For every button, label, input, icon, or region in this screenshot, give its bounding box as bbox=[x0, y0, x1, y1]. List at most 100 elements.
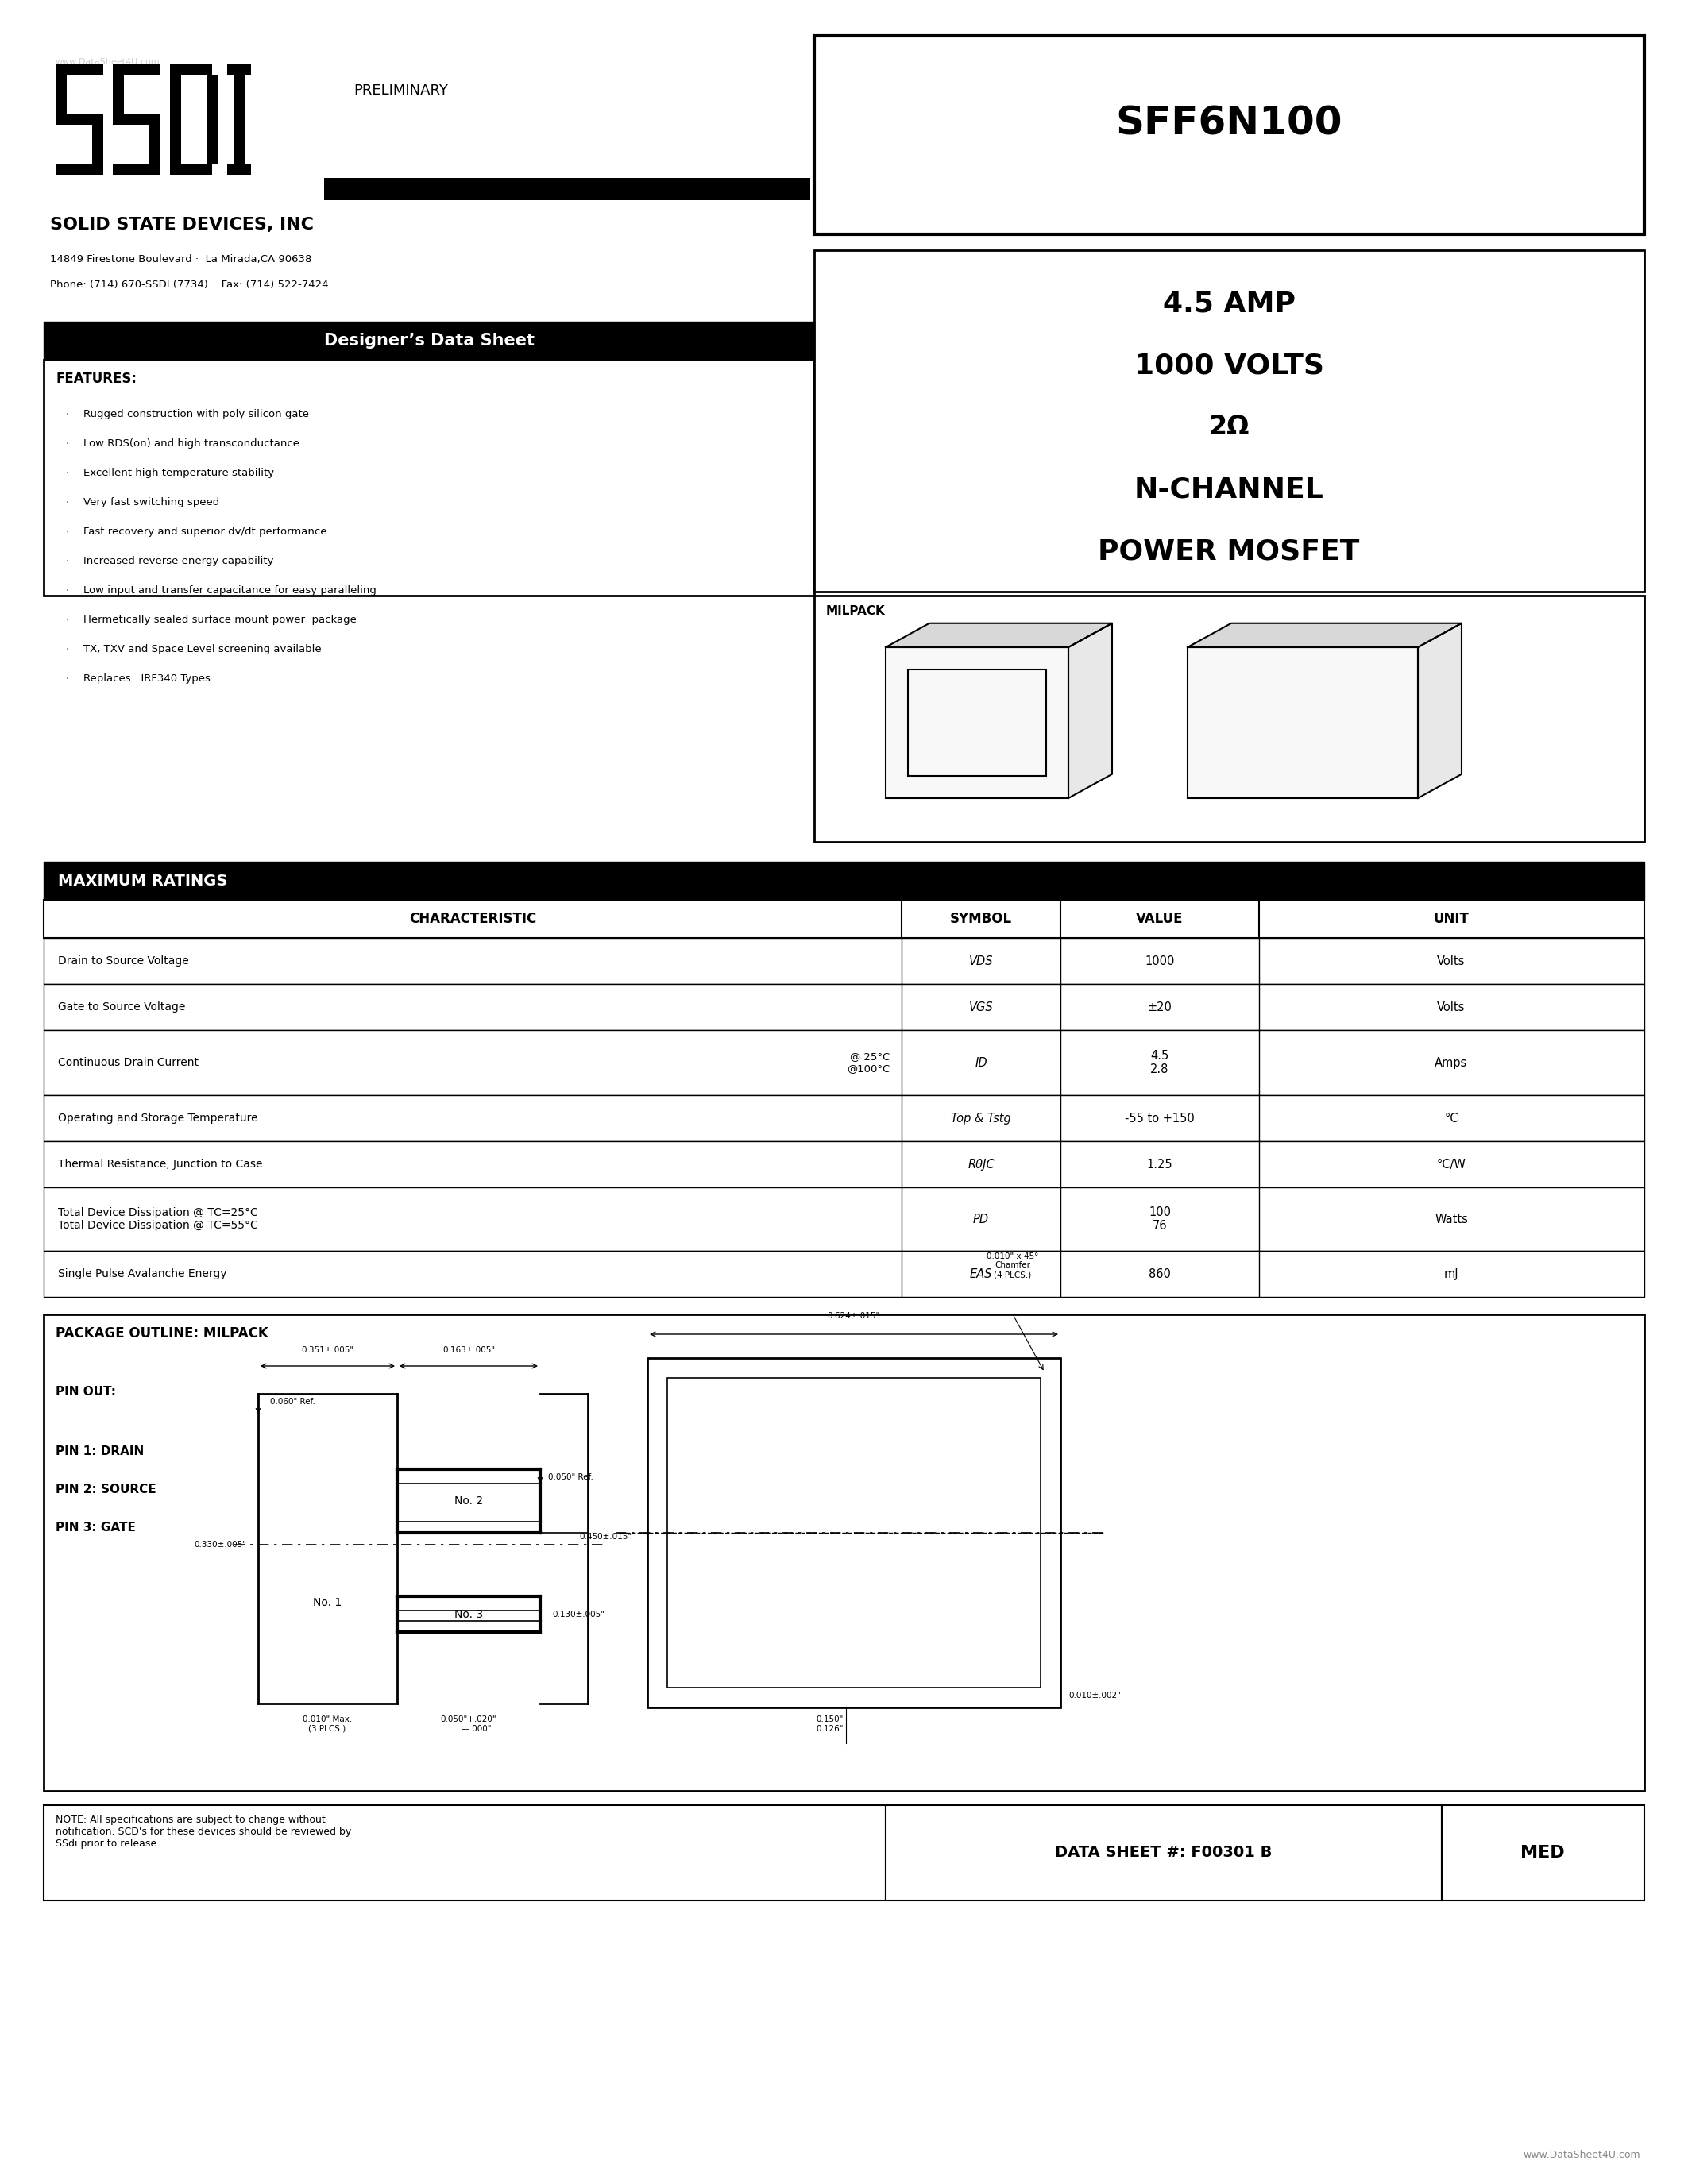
Bar bbox=[648, 1358, 1060, 1708]
Text: No. 1: No. 1 bbox=[312, 1597, 341, 1607]
Polygon shape bbox=[1069, 622, 1112, 797]
Text: SFF6N100: SFF6N100 bbox=[1116, 105, 1342, 142]
Text: ·: · bbox=[66, 614, 69, 627]
Bar bbox=[908, 670, 1047, 775]
Text: Very fast switching speed: Very fast switching speed bbox=[83, 498, 219, 507]
Text: Gate to Source Voltage: Gate to Source Voltage bbox=[57, 1002, 186, 1013]
Bar bbox=[886, 646, 1069, 797]
Text: 0.330±.005": 0.330±.005" bbox=[194, 1540, 246, 1548]
Text: 0.010±.002": 0.010±.002" bbox=[1069, 1693, 1121, 1699]
Text: ·: · bbox=[66, 644, 69, 655]
Bar bbox=[324, 177, 810, 201]
Bar bbox=[44, 937, 1644, 985]
Text: 1000 VOLTS: 1000 VOLTS bbox=[1134, 352, 1323, 378]
Text: PACKAGE OUTLINE: MILPACK: PACKAGE OUTLINE: MILPACK bbox=[56, 1326, 268, 1341]
Text: Single Pulse Avalanche Energy: Single Pulse Avalanche Energy bbox=[57, 1269, 226, 1280]
Text: PIN 3: GATE: PIN 3: GATE bbox=[56, 1522, 135, 1533]
Text: PIN 2: SOURCE: PIN 2: SOURCE bbox=[56, 1483, 157, 1496]
Text: Watts: Watts bbox=[1435, 1212, 1469, 1225]
Text: Rugged construction with poly silicon gate: Rugged construction with poly silicon ga… bbox=[83, 408, 309, 419]
Bar bbox=[814, 35, 1644, 234]
Text: Continuous Drain Current: Continuous Drain Current bbox=[57, 1057, 199, 1068]
Polygon shape bbox=[1188, 622, 1462, 646]
Text: 0.150"
0.126": 0.150" 0.126" bbox=[817, 1714, 844, 1732]
Text: 4.5
2.8: 4.5 2.8 bbox=[1151, 1051, 1170, 1075]
Bar bbox=[206, 74, 218, 164]
Text: Fast recovery and superior dv/dt performance: Fast recovery and superior dv/dt perform… bbox=[83, 526, 327, 537]
Text: 0.163±.005": 0.163±.005" bbox=[442, 1345, 495, 1354]
Bar bbox=[1188, 646, 1418, 797]
Bar bbox=[56, 74, 68, 120]
Bar bbox=[113, 164, 160, 175]
Bar bbox=[44, 863, 1644, 900]
Text: PIN 1: DRAIN: PIN 1: DRAIN bbox=[56, 1446, 143, 1457]
Bar bbox=[44, 1251, 1644, 1297]
Text: Drain to Source Voltage: Drain to Source Voltage bbox=[57, 954, 189, 968]
Bar bbox=[44, 1094, 1644, 1142]
Bar bbox=[56, 63, 103, 74]
Text: ·: · bbox=[66, 408, 69, 419]
Text: ·: · bbox=[66, 526, 69, 537]
Text: 0.060" Ref.: 0.060" Ref. bbox=[270, 1398, 316, 1406]
Text: VGS: VGS bbox=[969, 1000, 993, 1013]
Text: ±20: ±20 bbox=[1148, 1000, 1171, 1013]
Bar bbox=[93, 120, 103, 175]
Text: MED: MED bbox=[1521, 1845, 1565, 1861]
Text: Designer’s Data Sheet: Designer’s Data Sheet bbox=[324, 332, 533, 349]
Text: Volts: Volts bbox=[1436, 954, 1465, 968]
Text: Operating and Storage Temperature: Operating and Storage Temperature bbox=[57, 1112, 258, 1125]
Text: @ 25°C
@100°C: @ 25°C @100°C bbox=[847, 1051, 890, 1075]
Text: Excellent high temperature stability: Excellent high temperature stability bbox=[83, 467, 273, 478]
Text: 100
76: 100 76 bbox=[1148, 1206, 1171, 1232]
Text: Hermetically sealed surface mount power  package: Hermetically sealed surface mount power … bbox=[83, 614, 356, 625]
Bar bbox=[233, 63, 245, 175]
Text: -55 to +150: -55 to +150 bbox=[1124, 1112, 1195, 1125]
Text: 1.25: 1.25 bbox=[1146, 1158, 1173, 1171]
Bar bbox=[113, 63, 160, 74]
Bar bbox=[44, 1806, 886, 1900]
Polygon shape bbox=[1418, 622, 1462, 797]
Text: 0.130±.005": 0.130±.005" bbox=[552, 1610, 604, 1618]
Text: VDS: VDS bbox=[969, 954, 993, 968]
Text: ·: · bbox=[66, 467, 69, 478]
Bar bbox=[667, 1378, 1040, 1688]
Text: www.DataSheet4U.com: www.DataSheet4U.com bbox=[56, 59, 160, 66]
Bar bbox=[56, 114, 103, 124]
Text: Top & Tstg: Top & Tstg bbox=[950, 1112, 1011, 1125]
Text: 0.050" Ref.: 0.050" Ref. bbox=[549, 1474, 592, 1481]
Bar bbox=[44, 1142, 1644, 1188]
Text: PIN OUT:: PIN OUT: bbox=[56, 1387, 116, 1398]
Text: ·: · bbox=[66, 498, 69, 509]
Text: Low input and transfer capacitance for easy paralleling: Low input and transfer capacitance for e… bbox=[83, 585, 376, 596]
Text: UNIT: UNIT bbox=[1433, 911, 1469, 926]
Text: °C: °C bbox=[1445, 1112, 1458, 1125]
Bar bbox=[170, 63, 181, 175]
Text: www.DataSheet4U.com: www.DataSheet4U.com bbox=[1523, 2149, 1641, 2160]
Text: 0.050"+.020"
      —.000": 0.050"+.020" —.000" bbox=[441, 1714, 496, 1732]
Text: Total Device Dissipation @ TC=25°C
Total Device Dissipation @ TC=55°C: Total Device Dissipation @ TC=25°C Total… bbox=[57, 1208, 258, 1232]
Text: MILPACK: MILPACK bbox=[825, 605, 886, 618]
Text: °C/W: °C/W bbox=[1436, 1158, 1465, 1171]
Text: 4.5 AMP: 4.5 AMP bbox=[1163, 290, 1295, 317]
Bar bbox=[228, 164, 252, 175]
Text: 14849 Firestone Boulevard ·  La Mirada,CA 90638: 14849 Firestone Boulevard · La Mirada,CA… bbox=[51, 253, 312, 264]
Text: SOLID STATE DEVICES, INC: SOLID STATE DEVICES, INC bbox=[51, 216, 314, 234]
Bar bbox=[113, 74, 123, 120]
Text: mJ: mJ bbox=[1443, 1269, 1458, 1280]
Text: 0.351±.005": 0.351±.005" bbox=[300, 1345, 353, 1354]
Text: PRELIMINARY: PRELIMINARY bbox=[354, 83, 449, 98]
Text: 0.010" Max.
(3 PLCS.): 0.010" Max. (3 PLCS.) bbox=[302, 1714, 353, 1732]
Bar bbox=[170, 164, 213, 175]
Text: 0.624±.015": 0.624±.015" bbox=[827, 1313, 879, 1319]
Text: 0.010" x 45°
Chamfer
(4 PLCS.): 0.010" x 45° Chamfer (4 PLCS.) bbox=[987, 1251, 1038, 1278]
Text: 0.450±.015": 0.450±.015" bbox=[579, 1533, 631, 1540]
Text: Amps: Amps bbox=[1435, 1057, 1467, 1068]
Polygon shape bbox=[886, 622, 1112, 646]
Text: No. 3: No. 3 bbox=[454, 1610, 483, 1621]
Text: ID: ID bbox=[976, 1057, 987, 1068]
Text: ·: · bbox=[66, 439, 69, 450]
Text: No. 2: No. 2 bbox=[454, 1496, 483, 1507]
Text: MAXIMUM RATINGS: MAXIMUM RATINGS bbox=[57, 874, 228, 889]
Text: PD: PD bbox=[972, 1212, 989, 1225]
Text: Volts: Volts bbox=[1436, 1000, 1465, 1013]
